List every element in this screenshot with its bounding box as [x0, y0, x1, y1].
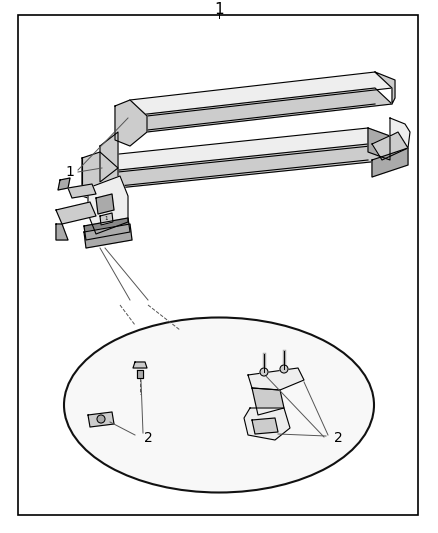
Circle shape	[280, 365, 288, 373]
Polygon shape	[252, 388, 284, 415]
Polygon shape	[88, 176, 128, 234]
Polygon shape	[137, 370, 143, 378]
Ellipse shape	[64, 318, 374, 492]
Polygon shape	[68, 184, 96, 198]
Polygon shape	[56, 202, 96, 224]
Polygon shape	[368, 128, 390, 160]
Circle shape	[260, 368, 268, 376]
Text: 1: 1	[66, 165, 74, 179]
Polygon shape	[244, 408, 290, 440]
Circle shape	[97, 415, 105, 423]
Polygon shape	[248, 368, 304, 390]
Polygon shape	[82, 152, 118, 202]
Polygon shape	[100, 128, 390, 172]
Polygon shape	[88, 412, 114, 427]
Polygon shape	[100, 213, 113, 225]
Polygon shape	[375, 72, 395, 104]
Polygon shape	[100, 144, 390, 188]
Polygon shape	[96, 194, 114, 214]
Text: 1: 1	[104, 216, 108, 222]
Polygon shape	[100, 132, 118, 182]
Polygon shape	[56, 224, 68, 240]
Polygon shape	[372, 148, 408, 177]
Text: 2: 2	[144, 431, 152, 445]
Polygon shape	[372, 132, 408, 160]
Text: 2: 2	[334, 431, 343, 445]
Polygon shape	[252, 418, 278, 434]
Polygon shape	[130, 72, 392, 116]
Polygon shape	[58, 178, 70, 190]
Text: 1: 1	[214, 3, 224, 18]
Polygon shape	[84, 218, 130, 240]
Polygon shape	[133, 362, 147, 368]
Polygon shape	[84, 224, 132, 248]
Polygon shape	[130, 88, 392, 132]
Polygon shape	[115, 100, 147, 146]
Polygon shape	[390, 118, 410, 148]
